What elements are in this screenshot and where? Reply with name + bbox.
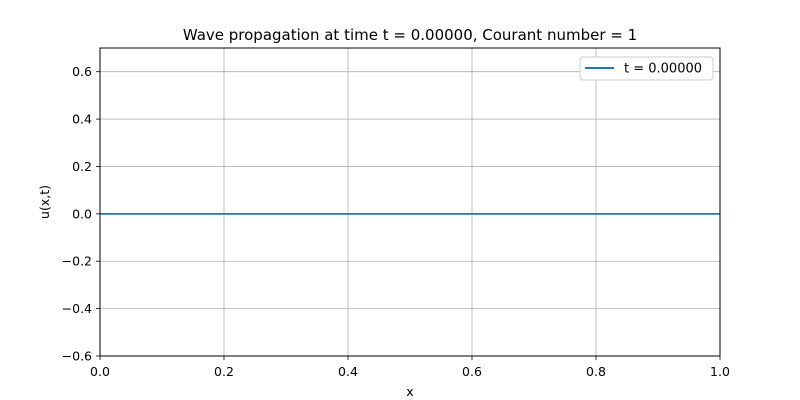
y-tick-label: 0.0 [72, 206, 92, 221]
y-tick-label: 0.6 [72, 64, 92, 79]
x-tick-label: 1.0 [710, 364, 730, 379]
x-tick-label: 0.4 [338, 364, 358, 379]
x-axis-label: x [406, 384, 413, 399]
x-axis: 0.0 0.2 0.4 0.6 0.8 1.0 [90, 356, 730, 379]
y-axis: −0.6 −0.4 −0.2 0.0 0.2 0.4 0.6 [62, 64, 100, 364]
y-tick-label: −0.6 [62, 349, 92, 364]
y-tick-label: −0.4 [62, 301, 92, 316]
y-tick-label: 0.2 [72, 159, 92, 174]
x-tick-label: 0.8 [586, 364, 606, 379]
legend-box [579, 56, 714, 81]
plot-frame [99, 47, 721, 357]
chart-title: Wave propagation at time t = 0.00000, Co… [183, 26, 637, 44]
y-tick-label: 0.4 [72, 112, 92, 127]
y-axis-label: u(x,t) [37, 185, 52, 219]
y-tick-label: −0.2 [62, 254, 92, 269]
x-tick-label: 0.2 [214, 364, 234, 379]
x-tick-label: 0.0 [90, 364, 110, 379]
legend-label-series-0: t = 0.00000 [624, 62, 702, 77]
grid [99, 48, 721, 357]
legend: t = 0.00000 [579, 56, 714, 81]
x-tick-label: 0.6 [462, 364, 482, 379]
